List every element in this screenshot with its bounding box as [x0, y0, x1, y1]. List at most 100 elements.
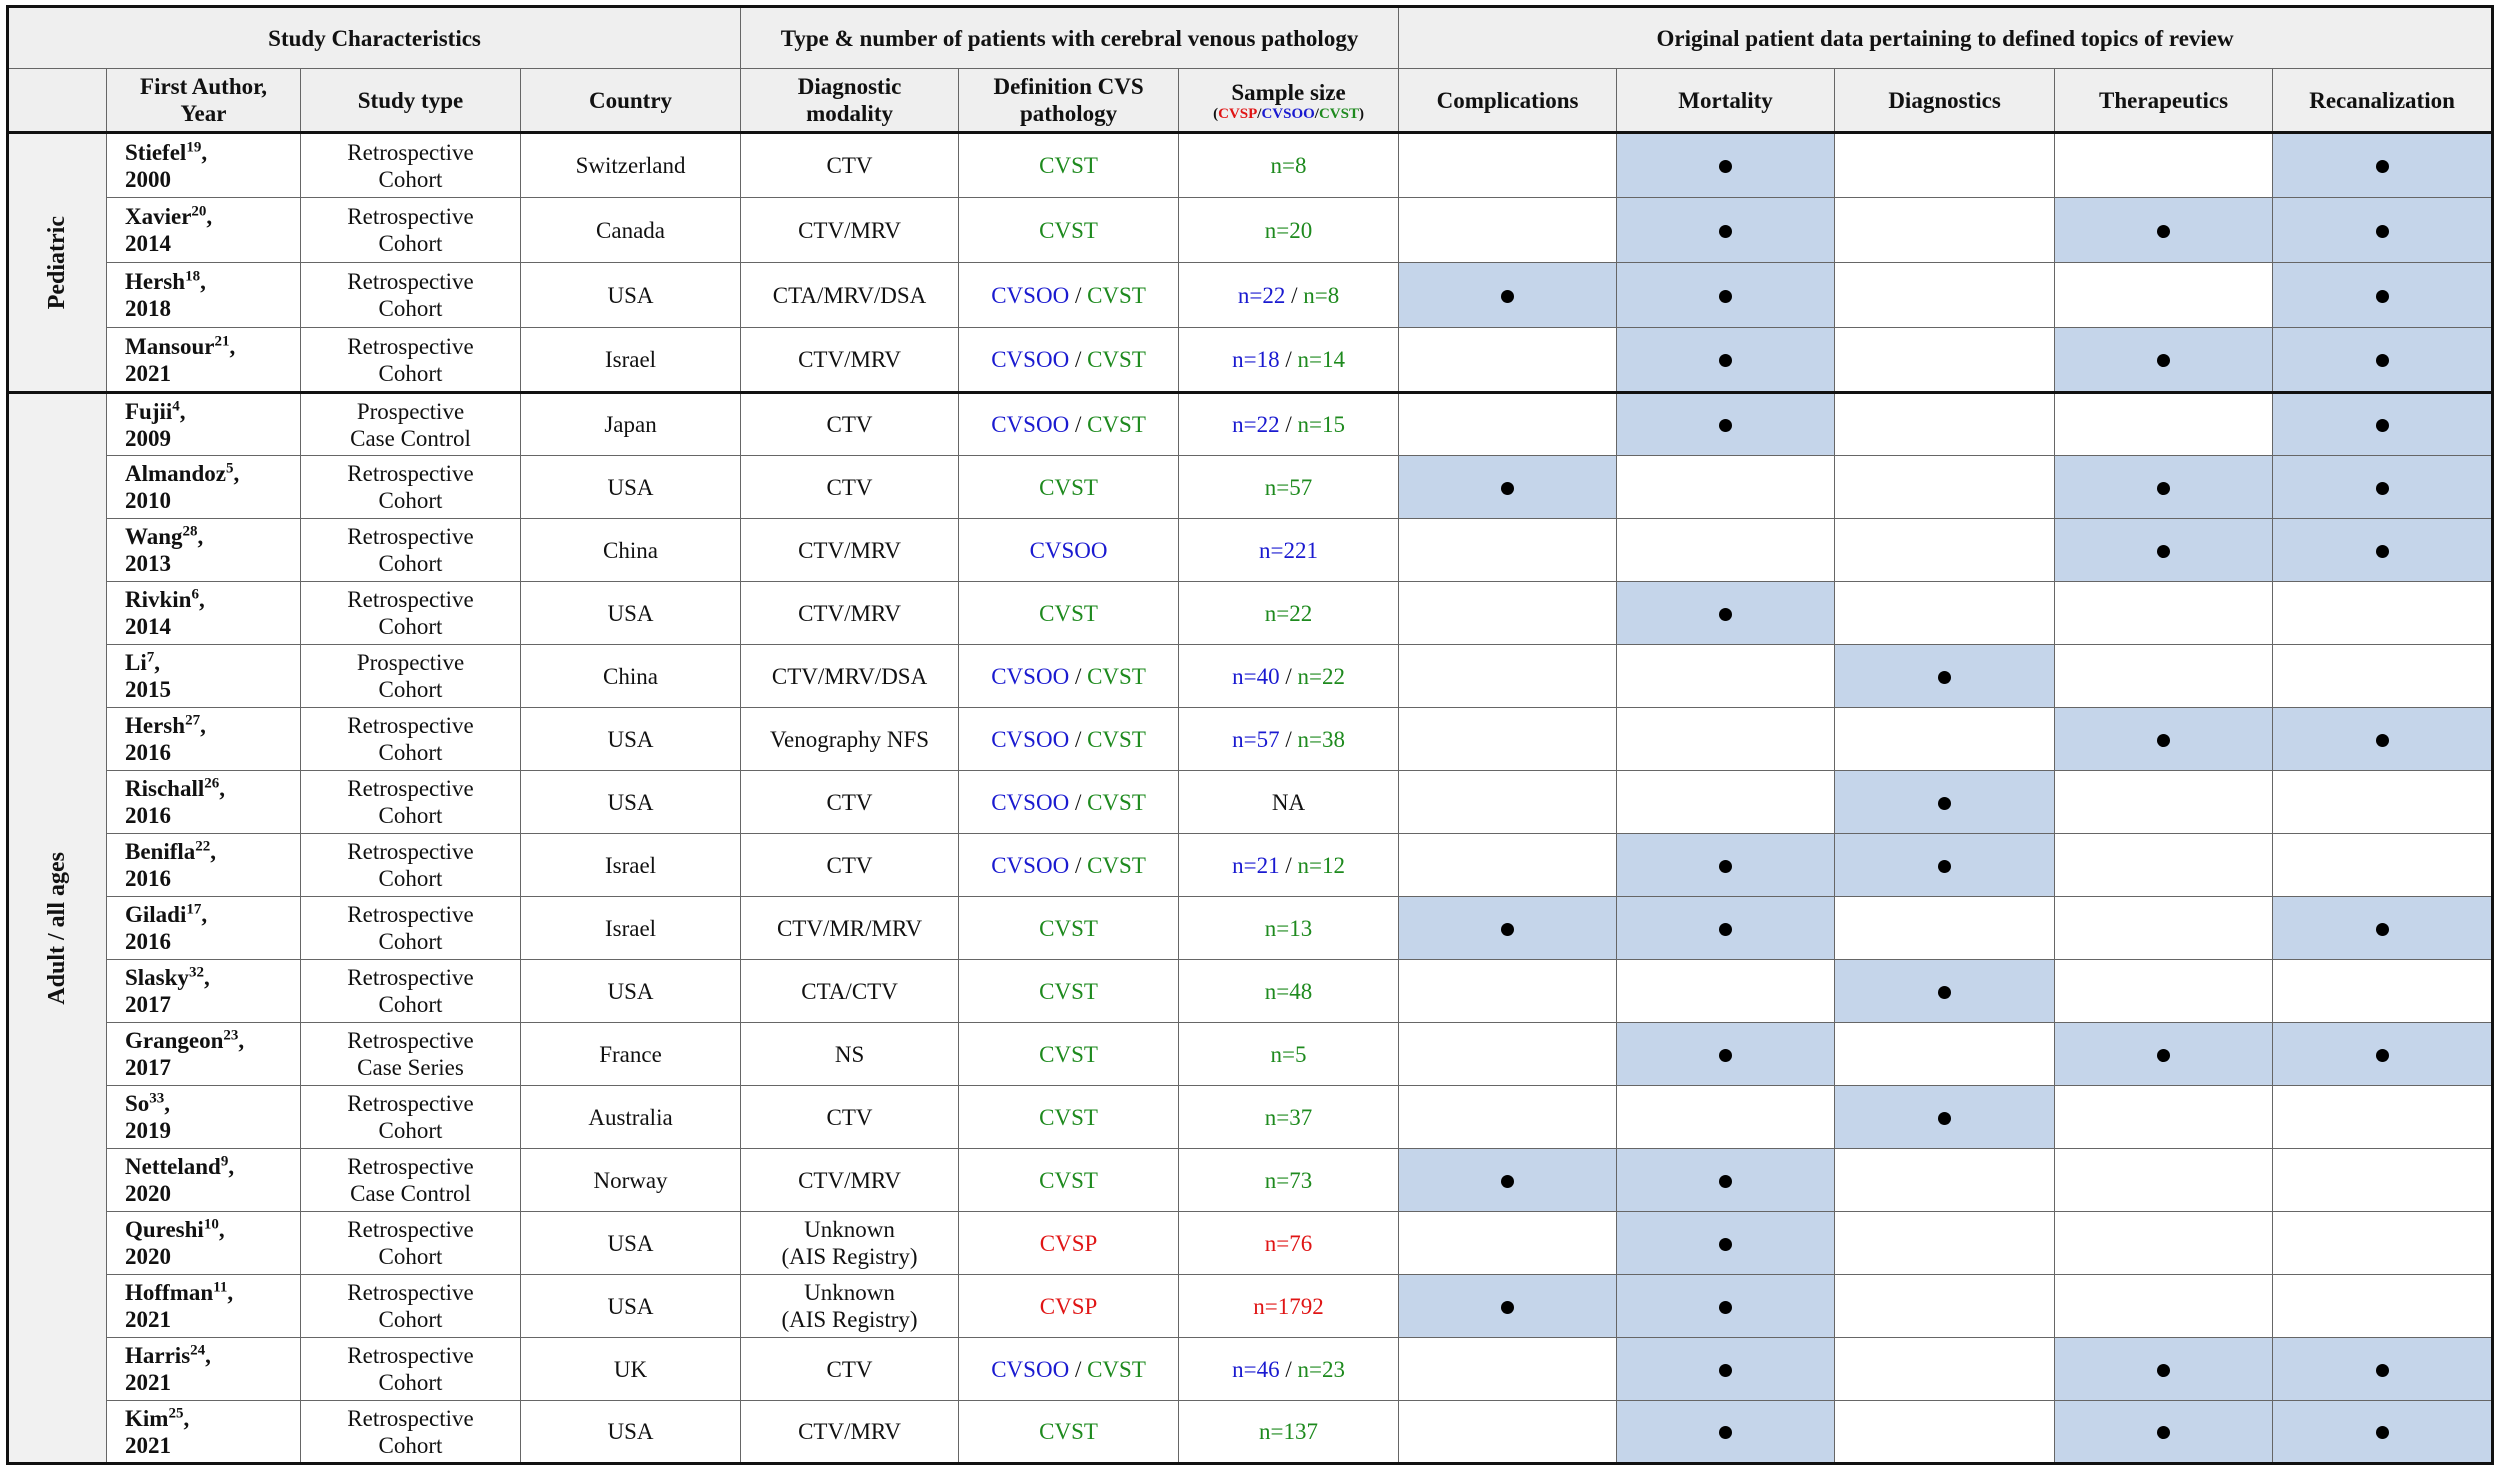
column-header: Mortality — [1616, 68, 1836, 134]
text-line: Unknown — [804, 1280, 895, 1305]
year: 2019 — [125, 1118, 171, 1143]
topic-cell — [2054, 770, 2274, 834]
text-line: Definition CVS — [993, 74, 1144, 99]
topic-cell — [1616, 262, 1836, 328]
text-line: Mortality — [1678, 87, 1773, 113]
term-text: n=57 — [1264, 474, 1313, 500]
group-cell: Adult / all ages — [7, 392, 107, 1465]
topic-cell — [1398, 197, 1618, 263]
sample-size: n=37 — [1178, 1085, 1400, 1149]
sample-size: n=73 — [1178, 1148, 1400, 1212]
term-text: CVST — [1039, 915, 1098, 941]
topic-cell — [1398, 581, 1618, 645]
country: Israel — [519, 327, 742, 394]
topic-cell — [1834, 1400, 2056, 1465]
term-text: CVST — [1087, 663, 1146, 689]
topic-cell — [2054, 327, 2274, 394]
text-line: CTV/MRV — [798, 217, 902, 243]
text-line: Case Series — [357, 1055, 464, 1080]
text-line: pathology — [1019, 101, 1118, 126]
separator: / — [1279, 852, 1298, 878]
author-name: Rischall — [125, 776, 205, 801]
topic-cell — [1616, 644, 1836, 708]
modality: CTV/MRV — [740, 581, 960, 645]
text-line: Retrospective — [347, 776, 474, 801]
author-name: Li — [125, 650, 147, 675]
column-header: Diagnostic modality — [740, 68, 960, 134]
dot — [1938, 670, 1952, 684]
author-line: Mansour21, — [125, 333, 294, 360]
study-row: Hersh18, 2018 Retrospective Cohort USA CTA/MR… — [8, 262, 2494, 328]
modality: CTV — [740, 1085, 960, 1149]
topic-cell — [2054, 132, 2274, 198]
dot — [2375, 1363, 2389, 1377]
author-cell: Hoffman11, 2021 — [106, 1274, 301, 1338]
topic-cell — [1834, 581, 2056, 645]
separator: , — [205, 1343, 211, 1368]
text-line: Cohort — [378, 1307, 443, 1332]
author-name: So — [125, 1091, 150, 1116]
country: Norway — [519, 1148, 742, 1212]
modality: NS — [740, 1022, 960, 1086]
topic-cell — [2054, 1211, 2274, 1275]
dot — [1719, 1426, 1733, 1439]
term-text: CVST — [1039, 1167, 1098, 1193]
separator: / — [1279, 663, 1298, 689]
year: 2021 — [125, 1432, 171, 1458]
dot — [1719, 607, 1733, 621]
separator: / — [1069, 282, 1088, 308]
author-cell: Kim25, 2021 — [106, 1400, 301, 1465]
dot — [1938, 985, 1952, 999]
group-cell: Pediatric — [7, 132, 107, 394]
topic-cell — [1398, 1400, 1618, 1465]
sample-size: n=137 — [1178, 1400, 1400, 1465]
reference: 4 — [172, 397, 180, 414]
topic-cell — [2054, 1085, 2274, 1149]
text-line: CTV — [826, 1104, 873, 1130]
topic-cell — [1834, 896, 2056, 960]
column-header: Recanalization — [2272, 68, 2494, 134]
topic-cell — [2272, 1085, 2494, 1149]
year: 2021 — [125, 360, 171, 386]
separator: , — [210, 839, 217, 864]
modality: CTV/MRV — [740, 518, 960, 582]
year: 2013 — [125, 551, 171, 576]
topic-cell — [1616, 392, 1836, 456]
term-text: n=18 — [1232, 347, 1280, 372]
dot — [1501, 289, 1515, 303]
term-text: CVSOO — [991, 726, 1070, 752]
dot — [1719, 289, 1733, 303]
term-text: n=22 — [1264, 600, 1313, 626]
text-line: Cohort — [378, 551, 443, 576]
definition: CVSOO / CVST — [958, 644, 1180, 708]
separator: / — [1069, 726, 1088, 752]
author-cell: Mansour21, 2021 — [106, 327, 301, 394]
text-line: Cohort — [378, 1244, 443, 1269]
dot — [1719, 1237, 1733, 1251]
year: 2021 — [125, 1307, 171, 1332]
author-name: Hersh — [125, 713, 186, 738]
topic-cell — [1834, 262, 2056, 328]
author-line: Stiefel19, — [125, 139, 294, 166]
study-row: Giladi17, 2016 Retrospective Cohort Israel CT… — [8, 896, 2494, 960]
dot — [1719, 1174, 1733, 1188]
modality: CTV/MRV — [740, 327, 960, 394]
text-line: Therapeutics — [2099, 87, 2229, 113]
topic-cell — [1834, 959, 2056, 1023]
definition: CVSOO / CVST — [958, 327, 1180, 394]
text-line: CTV — [826, 153, 873, 178]
reference: 19 — [186, 138, 202, 155]
term-text: n=1792 — [1253, 1293, 1324, 1319]
author-name: Grangeon — [125, 1028, 224, 1053]
term-text: n=8 — [1270, 153, 1307, 178]
country: USA — [519, 581, 742, 645]
topic-cell — [1616, 581, 1836, 645]
study-row: Almandoz5, 2010 Retrospective Cohort USA CTV C… — [8, 455, 2494, 519]
year: 2017 — [125, 1055, 171, 1080]
year: 2016 — [125, 803, 171, 828]
topic-cell — [1616, 1274, 1836, 1338]
year: 2016 — [125, 929, 171, 954]
separator: , — [227, 1280, 234, 1305]
term-text: n=40 — [1232, 663, 1280, 689]
country: UK — [519, 1337, 742, 1401]
